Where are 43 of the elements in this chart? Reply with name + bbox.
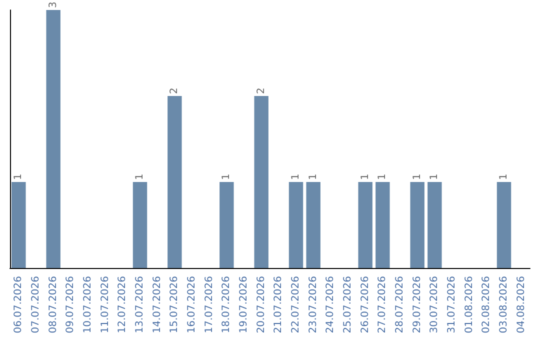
x-tick-label: 03.08.2026 <box>498 276 510 334</box>
x-tick-label: 29.07.2026 <box>412 276 423 334</box>
x-tick-label: 07.07.2026 <box>30 276 42 334</box>
x-tick-label: 14.07.2026 <box>152 276 163 334</box>
data-label: 3 <box>48 2 59 8</box>
x-tick-label: 08.07.2026 <box>48 276 59 334</box>
x-tick-label: 24.07.2026 <box>325 276 336 334</box>
data-label: 1 <box>360 174 371 180</box>
x-tick-label: 12.07.2026 <box>117 276 128 334</box>
x-tick-label: 11.07.2026 <box>100 276 111 334</box>
x-tick-label: 26.07.2026 <box>360 276 371 334</box>
x-tick-label: 20.07.2026 <box>256 276 267 334</box>
x-tick-label: 21.07.2026 <box>273 276 284 334</box>
x-tick-label: 10.07.2026 <box>82 276 94 334</box>
x-tick-label: 30.07.2026 <box>429 276 440 334</box>
x-tick-label: 16.07.2026 <box>186 276 198 334</box>
x-tick-label: 18.07.2026 <box>221 276 232 334</box>
x-tick-label: 01.08.2026 <box>464 276 475 334</box>
x-tick-label: 25.07.2026 <box>342 276 354 334</box>
x-tick-label: 31.07.2026 <box>446 276 458 334</box>
data-label: 1 <box>412 174 423 180</box>
x-tick-label: 15.07.2026 <box>169 276 180 334</box>
x-tick-label: 06.07.2026 <box>13 276 24 334</box>
data-label: 1 <box>290 174 302 180</box>
x-tick-label: 02.08.2026 <box>481 276 492 334</box>
data-label: 1 <box>134 174 146 180</box>
x-tick-label: 17.07.2026 <box>204 276 215 334</box>
data-label: 2 <box>169 88 180 94</box>
data-label: 1 <box>13 174 24 180</box>
data-label: 2 <box>256 88 267 94</box>
x-tick-label: 04.08.2026 <box>516 276 527 334</box>
data-label: 1 <box>498 174 510 180</box>
x-tick-label: 22.07.2026 <box>290 276 302 334</box>
x-tick-label: 13.07.2026 <box>134 276 146 334</box>
x-tick-label: 09.07.2026 <box>65 276 76 334</box>
data-label: 1 <box>377 174 388 180</box>
x-tick-label: 28.07.2026 <box>394 276 406 334</box>
data-label: 1 <box>429 174 440 180</box>
data-label: 1 <box>308 174 319 180</box>
x-tick-label: 23.07.2026 <box>308 276 319 334</box>
data-label: 1 <box>221 174 232 180</box>
x-tick-label: 19.07.2026 <box>238 276 250 334</box>
x-tick-label: 27.07.2026 <box>377 276 388 334</box>
